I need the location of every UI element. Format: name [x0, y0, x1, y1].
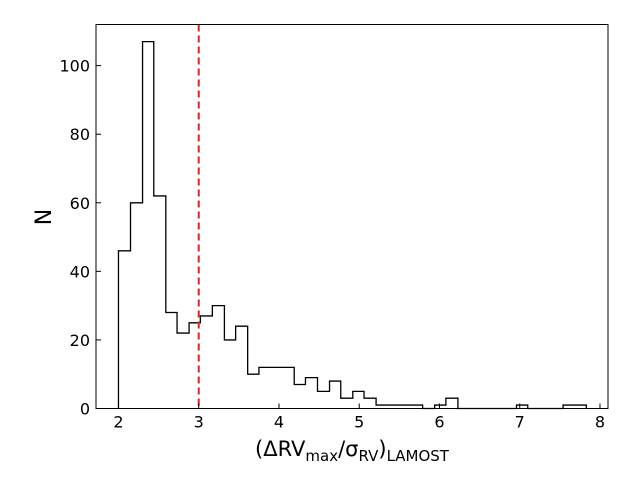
histogram-bin-38: [563, 405, 574, 408]
histogram-bin-24: [399, 405, 411, 408]
y-axis-ticks: 0 20 40 60 80 100: [59, 57, 101, 419]
x-tick-label-6: 6: [434, 413, 444, 432]
x-tick-label-8: 8: [595, 413, 605, 432]
y-tick-label-80: 80: [70, 125, 90, 144]
histogram-bin-19: [341, 398, 353, 408]
histogram-bin-16: [305, 378, 317, 409]
y-axis-label: N: [32, 209, 57, 225]
histogram-bin-25: [411, 405, 422, 408]
x-tick-label-5: 5: [354, 413, 364, 432]
histogram-bin-27: [435, 405, 446, 408]
x-label-close: ): [378, 437, 386, 461]
histogram-bin-12: [259, 367, 271, 408]
histogram-bin-18: [330, 381, 341, 408]
histogram-bin-10: [236, 326, 248, 408]
histogram-bin-4: [166, 313, 177, 409]
histogram-bin-1: [131, 203, 143, 409]
x-label-sigma: /σ: [338, 437, 358, 461]
histogram-bin-28: [446, 398, 458, 408]
y-tick-label-0: 0: [80, 400, 90, 419]
histogram-bin-39: [574, 405, 586, 408]
y-tick-label-20: 20: [70, 331, 90, 350]
x-tick-label-3: 3: [194, 413, 204, 432]
x-label-sub-max: max: [305, 447, 338, 465]
x-tick-label-2: 2: [113, 413, 123, 432]
y-tick-label-40: 40: [70, 262, 90, 281]
histogram-bin-5: [177, 333, 189, 408]
histogram-bin-11: [248, 374, 259, 408]
x-axis-ticks: 2 3 4 5 6 7 8: [113, 403, 605, 432]
x-label-sub-lamost: LAMOST: [387, 447, 450, 465]
histogram-bin-9: [224, 340, 235, 409]
plot-frame: [95, 24, 609, 409]
histogram-bin-0: [118, 251, 130, 409]
x-tick-label-4: 4: [274, 413, 284, 432]
histogram-bin-2: [143, 42, 154, 409]
x-axis-label: (ΔRVmax/σRV)LAMOST: [255, 437, 450, 465]
histogram-bin-8: [212, 306, 224, 409]
histogram-bin-17: [317, 391, 329, 408]
x-tick-label-7: 7: [515, 413, 525, 432]
histogram-bin-15: [294, 385, 305, 409]
y-tick-label-100: 100: [59, 57, 90, 76]
histogram-bin-7: [200, 316, 212, 409]
histogram-bin-34: [517, 405, 528, 408]
histogram-bin-22: [376, 405, 387, 408]
histogram-bin-23: [387, 405, 399, 408]
x-label-sub-rv: RV: [358, 447, 379, 465]
histogram-bin-14: [282, 367, 294, 408]
histogram-bin-20: [353, 391, 364, 408]
histogram-bin-3: [154, 196, 166, 409]
histogram-bin-21: [364, 398, 376, 408]
histogram-bin-13: [271, 367, 282, 408]
x-label-open: (ΔRV: [255, 437, 306, 461]
y-tick-label-60: 60: [70, 194, 90, 213]
